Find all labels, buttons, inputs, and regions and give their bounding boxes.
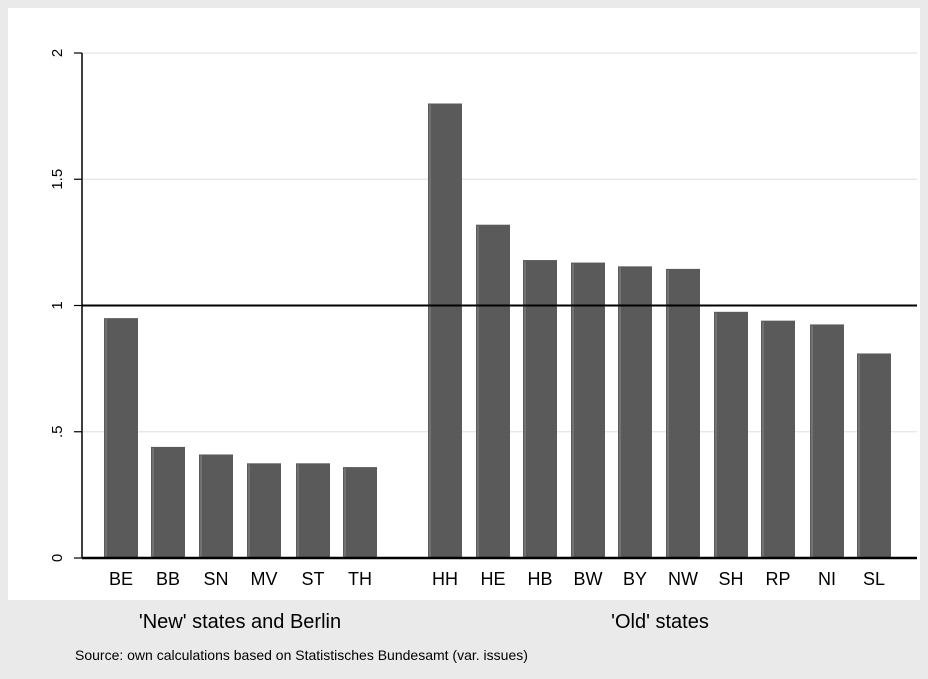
bar-sn — [199, 454, 233, 558]
group-label: 'Old' states — [611, 611, 709, 633]
bar-mv — [247, 463, 281, 558]
bar-be — [104, 318, 138, 558]
x-tick-label: MV — [251, 569, 278, 589]
group-label: 'New' states and Berlin — [139, 611, 341, 633]
x-tick-label: BB — [156, 569, 180, 589]
bar-sh — [714, 311, 748, 558]
bar-bb — [151, 446, 185, 558]
y-tick-label: 1 — [49, 301, 66, 309]
x-tick-label: BE — [109, 569, 133, 589]
group-labels: 'New' states and Berlin 'Old' states — [139, 611, 709, 633]
x-tick-label: SN — [203, 569, 228, 589]
x-tick-label: SH — [718, 569, 743, 589]
bar-by — [618, 266, 652, 558]
y-tick-label: 2 — [49, 49, 66, 57]
y-tick-label: 0 — [49, 554, 66, 562]
bar-st — [296, 463, 330, 558]
y-tick-label: 1.5 — [49, 169, 66, 190]
bars — [104, 103, 891, 558]
bar-nw — [666, 268, 700, 558]
x-tick-label: HB — [527, 569, 552, 589]
x-tick-label: TH — [348, 569, 372, 589]
x-tick-label: HH — [432, 569, 458, 589]
x-tick-label: NI — [818, 569, 836, 589]
bar-sl — [857, 353, 891, 558]
y-tick-label: .5 — [49, 425, 66, 438]
bar-ni — [810, 324, 844, 558]
bar-th — [343, 467, 377, 558]
x-tick-label: BW — [574, 569, 603, 589]
x-tick-label: NW — [668, 569, 698, 589]
bar-he — [476, 224, 510, 558]
x-tick-label: ST — [301, 569, 324, 589]
bar-hh — [428, 103, 462, 558]
bar-bw — [571, 262, 605, 558]
bar-rp — [761, 320, 795, 558]
x-axis-ticks: BE BB SN MV ST TH HH HE HB BW BY NW SH RP NI SL — [109, 569, 885, 589]
y-axis-ticks: 0 .5 1 1.5 2 — [49, 49, 82, 562]
x-tick-label: HE — [480, 569, 505, 589]
x-tick-label: BY — [623, 569, 647, 589]
x-tick-label: SL — [863, 569, 885, 589]
bar-hb — [523, 260, 557, 558]
x-tick-label: RP — [765, 569, 790, 589]
source-note: Source: own calculations based on Statis… — [75, 647, 528, 663]
